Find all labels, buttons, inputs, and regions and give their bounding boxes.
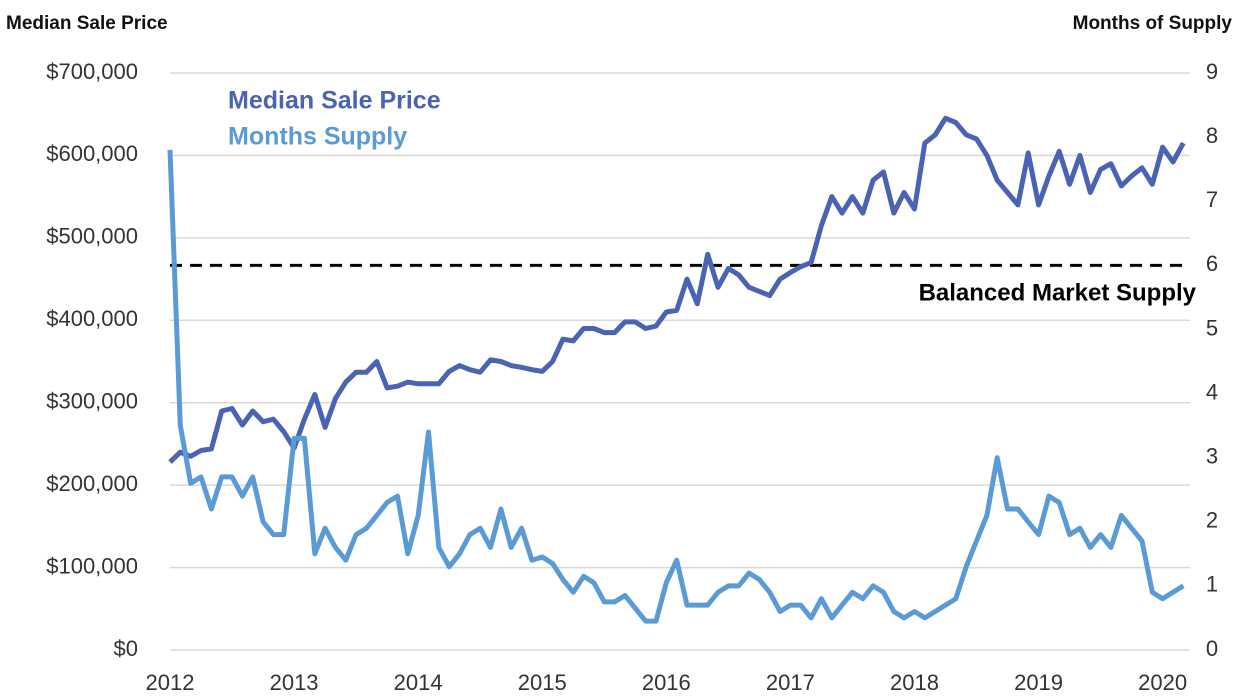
y2-tick-label: 5 [1206, 315, 1218, 340]
x-tick-label: 2016 [642, 670, 691, 695]
y-tick-label: $200,000 [46, 471, 138, 496]
x-tick-label: 2018 [890, 670, 939, 695]
y2-tick-label: 2 [1206, 508, 1218, 533]
y-tick-label: $700,000 [46, 59, 138, 84]
y2-tick-label: 8 [1206, 123, 1218, 148]
x-tick-label: 2017 [766, 670, 815, 695]
y2-tick-label: 0 [1206, 636, 1218, 661]
y-tick-label: $500,000 [46, 224, 138, 249]
x-tick-label: 2013 [270, 670, 319, 695]
y2-tick-label: 6 [1206, 251, 1218, 276]
legend-entry: Median Sale Price [228, 87, 441, 115]
x-tick-label: 2019 [1014, 670, 1063, 695]
y2-tick-label: 3 [1206, 443, 1218, 468]
y2-tick-label: 9 [1206, 59, 1218, 84]
y2-tick-label: 7 [1206, 187, 1218, 212]
y2-tick-label: 1 [1206, 572, 1218, 597]
reference-label: Balanced Market Supply [919, 280, 1197, 307]
x-tick-label: 2014 [394, 670, 443, 695]
y-tick-label: $100,000 [46, 553, 138, 578]
y2-tick-label: 4 [1206, 379, 1218, 404]
y-axis-title: Median Sale Price [6, 13, 168, 34]
y-tick-label: $400,000 [46, 306, 138, 331]
legend-entry: Months Supply [228, 123, 407, 151]
x-tick-label: 2020 [1138, 670, 1187, 695]
y-tick-label: $600,000 [46, 141, 138, 166]
y-tick-label: $300,000 [46, 389, 138, 414]
line-series [167, 149, 1185, 624]
y2-axis-title: Months of Supply [1073, 13, 1233, 34]
y-tick-label: $0 [114, 636, 138, 661]
line-series [168, 115, 1186, 464]
x-tick-label: 2012 [146, 670, 195, 695]
x-tick-label: 2015 [518, 670, 567, 695]
